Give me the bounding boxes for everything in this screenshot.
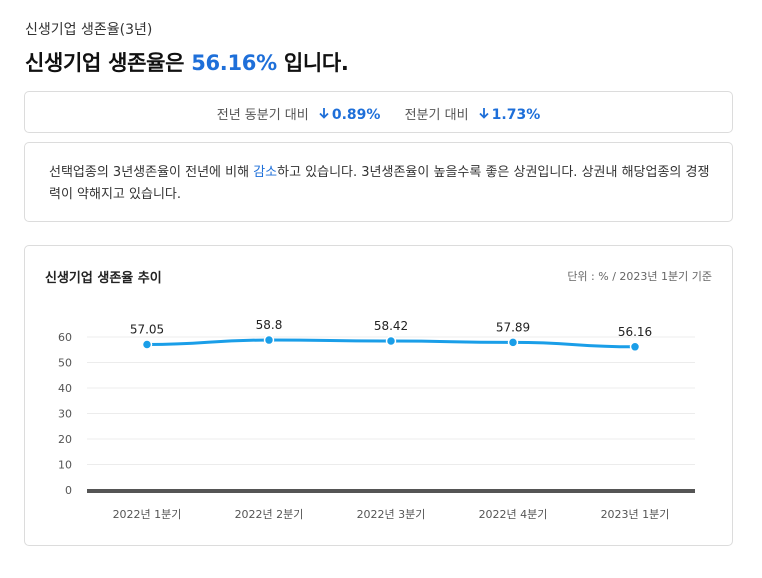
x-tick-label: 2022년 2분기 [235,508,304,521]
description-text: 선택업종의 3년생존율이 전년에 비해 감소하고 있습니다. 3년생존율이 높을… [49,162,719,206]
description-part2: 하고 있습니다. 3년생존율이 높을수록 좋은 상권입니다. 상권내 해당업종의… [49,165,710,202]
compare-yoy-value: 0.89% [331,107,381,123]
chart-unit-note: 단위 : % / 2023년 1분기 기준 [567,270,712,283]
x-tick-label: 2022년 3분기 [357,508,426,521]
data-label: 58.42 [374,319,408,333]
title-suffix: 입니다. [276,51,349,75]
compare-qoq-label: 전분기 대비 [404,108,469,123]
title-prefix: 신생기업 생존율은 [25,51,192,75]
line-chart: 0 10 20 30 40 50 60 2022년 1분기 2022년 2분기 2022년 3분기… [58,318,695,521]
page-title: 신생기업 생존율은 56.16% 입니다. [25,47,349,77]
compare-yoy: 전년 동분기 대비 0.89% [217,104,381,123]
data-label: 57.05 [130,323,164,337]
description-keyword: 감소 [253,165,278,180]
y-tick-label: 30 [58,408,72,421]
data-label: 56.16 [618,325,652,339]
data-point [141,339,153,350]
y-tick-label: 0 [65,484,72,497]
y-tick-label: 60 [58,331,72,344]
compare-qoq: 전분기 대비 1.73% [405,104,541,123]
chart-title: 신생기업 생존율 추이 [45,271,162,286]
data-point [263,334,275,346]
data-label: 57.89 [496,320,530,334]
data-point [629,341,641,353]
title-value: 56.16% [191,51,277,75]
y-tick-label: 50 [58,357,72,370]
y-tick-label: 40 [58,382,72,395]
down-arrow-icon [479,108,489,119]
data-point [507,337,519,348]
page-subtitle: 신생기업 생존율(3년) [25,22,153,38]
data-label: 58.8 [256,318,283,332]
down-arrow-icon [319,108,329,119]
compare-qoq-value: 1.73% [491,107,541,123]
description-card: 선택업종의 3년생존율이 전년에 비해 감소하고 있습니다. 3년생존율이 높을… [24,142,733,222]
comparison-card: 전년 동분기 대비 0.89% 전분기 대비 1.73% [24,91,733,133]
x-tick-label: 2022년 4분기 [479,508,548,521]
data-point [385,335,397,347]
y-tick-label: 20 [58,433,72,446]
x-tick-label: 2023년 1분기 [601,508,670,521]
x-tick-label: 2022년 1분기 [113,508,182,521]
y-tick-label: 10 [58,459,72,472]
compare-yoy-label: 전년 동분기 대비 [216,108,309,123]
description-part1: 선택업종의 3년생존율이 전년에 비해 [49,165,254,180]
chart-card: 신생기업 생존율 추이 단위 : % / 2023년 1분기 기준 0 10 20 3… [24,245,733,546]
